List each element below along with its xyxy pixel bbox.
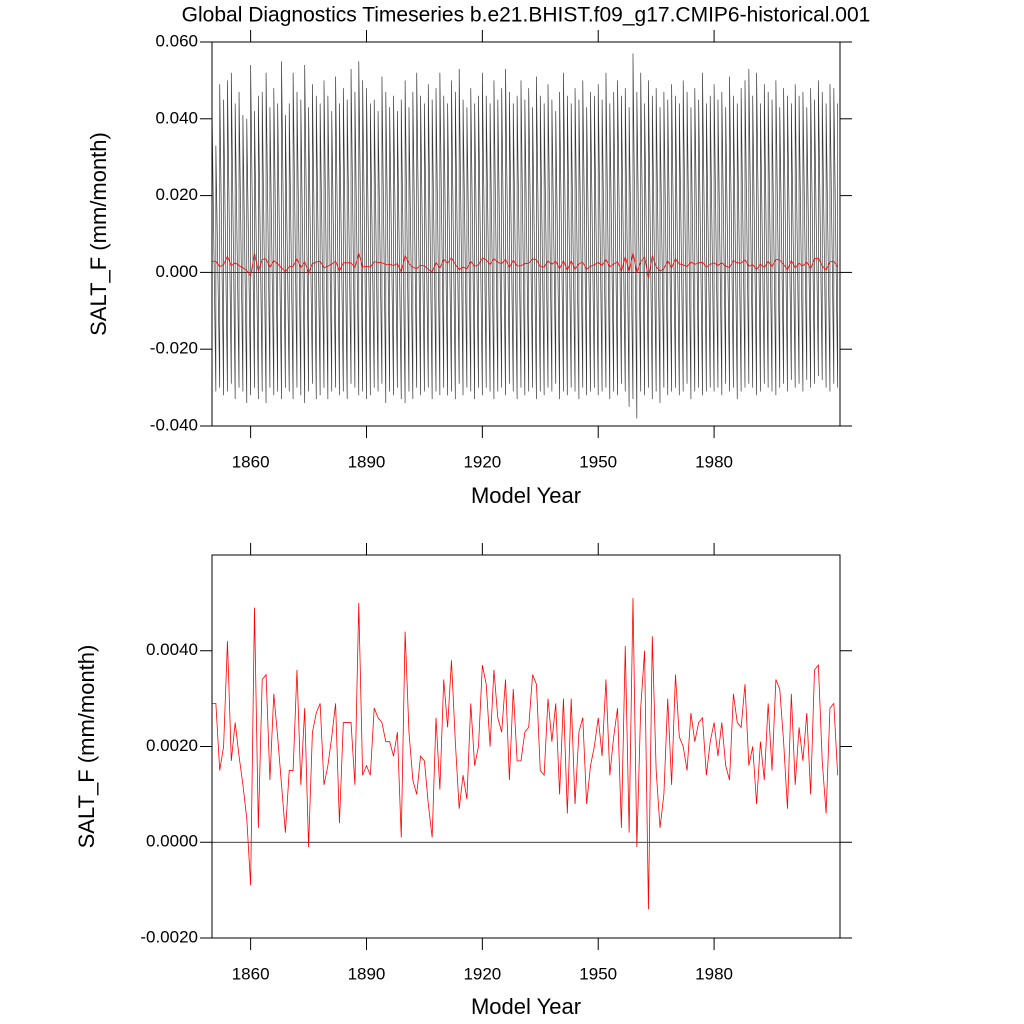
- x-tick-label: 1860: [232, 452, 270, 471]
- y-tick-label: -0.0020: [140, 927, 198, 946]
- x-tick-label: 1920: [463, 964, 501, 983]
- annual-line: [212, 598, 839, 910]
- x-tick-label: 1980: [695, 452, 733, 471]
- y-tick-label: 0.060: [155, 31, 198, 50]
- y-tick-label: 0.0000: [146, 832, 198, 851]
- x-tick-label: 1920: [463, 452, 501, 471]
- plot-frame: [211, 41, 841, 427]
- chart-title: Global Diagnostics Timeseries b.e21.BHIS…: [182, 4, 871, 27]
- x-tick-label: 1950: [579, 452, 617, 471]
- plot-frame: [211, 554, 841, 939]
- y-tick-label: 0.0020: [146, 736, 198, 755]
- y-tick-label: -0.040: [150, 415, 198, 434]
- y-axis-title: SALT_F (mm/month): [74, 645, 99, 849]
- x-axis-title: Model Year: [471, 483, 581, 508]
- y-axis-title: SALT_F (mm/month): [86, 132, 111, 336]
- y-tick-label: 0.000: [155, 262, 198, 281]
- y-tick-label: -0.020: [150, 339, 198, 358]
- x-tick-label: 1860: [232, 964, 270, 983]
- y-tick-label: 0.020: [155, 185, 198, 204]
- annual-line: [212, 251, 839, 278]
- x-tick-label: 1950: [579, 964, 617, 983]
- x-tick-label: 1980: [695, 964, 733, 983]
- x-tick-label: 1890: [348, 452, 386, 471]
- y-tick-label: 0.0040: [146, 640, 198, 659]
- y-tick-label: 0.040: [155, 108, 198, 127]
- x-axis-title: Model Year: [471, 994, 581, 1019]
- monthly-line: [211, 53, 839, 419]
- x-tick-label: 1890: [348, 964, 386, 983]
